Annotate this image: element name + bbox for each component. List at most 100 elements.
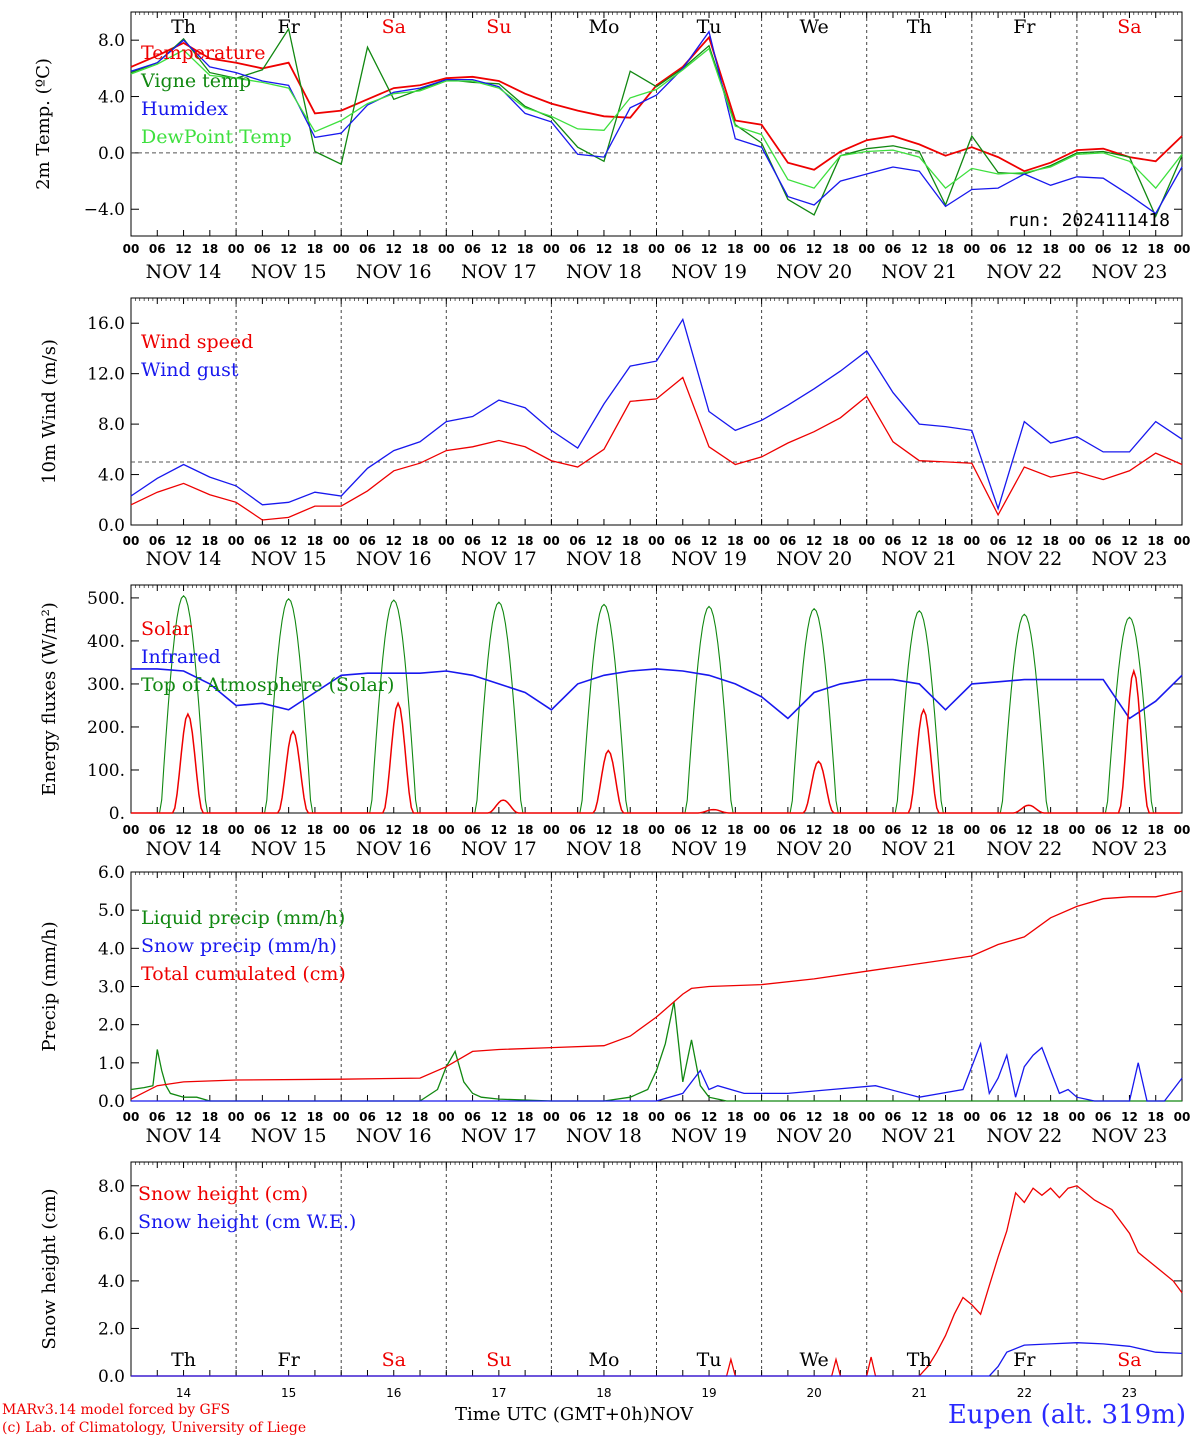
y-tick-label: 500.	[87, 589, 125, 609]
hour-tick-label: 12	[175, 534, 192, 548]
hour-tick-label: 18	[517, 534, 534, 548]
y-tick-label: 8.0	[98, 31, 125, 51]
hour-tick-label: 06	[885, 534, 902, 548]
hour-tick-label: 00	[543, 1110, 560, 1124]
hour-tick-label: 06	[885, 242, 902, 256]
hour-tick-label: 00	[1069, 1110, 1086, 1124]
legend-entry: Top of Atmosphere (Solar)	[141, 674, 394, 696]
hour-tick-label: 18	[1147, 1110, 1164, 1124]
hour-tick-label: 12	[701, 1110, 718, 1124]
hour-tick-label: 00	[228, 823, 245, 837]
y-tick-label: 200.	[87, 718, 125, 738]
hour-tick-label: 00	[963, 534, 980, 548]
hour-tick-label: 18	[412, 1110, 429, 1124]
y-tick-label: 400.	[87, 632, 125, 652]
legend-entry: Snow height (cm W.E.)	[138, 1211, 356, 1233]
date-label: NOV 17	[461, 548, 537, 570]
y-tick-label: 4.0	[98, 939, 125, 959]
hour-tick-label: 06	[674, 1110, 691, 1124]
day-number-label: 14	[176, 1386, 191, 1400]
hour-tick-label: 18	[1147, 823, 1164, 837]
legend-entry: Liquid precip (mm/h)	[141, 907, 345, 929]
hour-tick-label: 00	[1174, 1110, 1191, 1124]
hour-tick-label: 18	[937, 242, 954, 256]
hour-tick-label: 12	[1121, 242, 1138, 256]
date-label: NOV 23	[1092, 261, 1168, 283]
hour-tick-label: 12	[280, 534, 297, 548]
y-tick-label: 0.0	[98, 144, 125, 164]
day-number-label: 21	[912, 1386, 927, 1400]
hour-tick-label: 18	[1042, 823, 1059, 837]
date-label: NOV 15	[251, 838, 327, 860]
day-name-label: Th	[171, 16, 196, 38]
hour-tick-label: 18	[307, 1110, 324, 1124]
hour-tick-label: 06	[254, 1110, 271, 1124]
hour-tick-label: 12	[175, 242, 192, 256]
y-tick-label: 300.	[87, 675, 125, 695]
hour-tick-label: 00	[963, 1110, 980, 1124]
legend-entry: Temperature	[141, 42, 265, 64]
y-axis-title: 10m Wind (m/s)	[39, 339, 60, 484]
hour-tick-label: 12	[701, 242, 718, 256]
date-label: NOV 16	[356, 261, 432, 283]
hour-tick-label: 06	[464, 1110, 481, 1124]
hour-tick-label: 00	[123, 823, 140, 837]
day-name-label: Tu	[697, 1349, 722, 1371]
legend-entry: Snow height (cm)	[138, 1183, 308, 1205]
legend-entry: Total cumulated (cm)	[141, 963, 346, 985]
date-label: NOV 14	[146, 838, 222, 860]
hour-tick-label: 12	[280, 823, 297, 837]
hour-tick-label: 06	[149, 534, 166, 548]
hour-tick-label: 00	[648, 1110, 665, 1124]
day-name-label: Th	[907, 16, 932, 38]
hour-tick-label: 18	[201, 1110, 218, 1124]
y-tick-label: 6.0	[98, 863, 125, 883]
chart-panel-4: 6.0 5.0 4.0 3.0 2.0 1.0 0.0 Precip (mm/h) Liquid…	[39, 863, 1190, 1147]
hour-tick-label: 00	[1174, 823, 1191, 837]
hour-tick-label: 18	[622, 242, 639, 256]
hour-tick-label: 12	[1121, 823, 1138, 837]
hour-tick-label: 12	[911, 823, 928, 837]
hour-tick-label: 18	[517, 242, 534, 256]
hour-tick-label: 00	[228, 1110, 245, 1124]
day-name-label: Sa	[382, 16, 406, 38]
hour-tick-label: 06	[990, 823, 1007, 837]
hour-tick-label: 06	[1095, 242, 1112, 256]
hour-tick-label: 00	[333, 823, 350, 837]
hour-tick-label: 12	[911, 534, 928, 548]
hour-tick-label: 00	[1174, 242, 1191, 256]
series-snow-height-cm-w-e-	[131, 1342, 1183, 1377]
series-top-of-atmosphere	[131, 594, 1180, 814]
y-tick-label: 2.0	[98, 1319, 125, 1339]
hour-tick-label: 00	[123, 534, 140, 548]
hour-tick-label: 06	[1095, 823, 1112, 837]
hour-tick-label: 06	[780, 823, 797, 837]
hour-tick-label: 18	[937, 1110, 954, 1124]
hour-tick-label: 00	[543, 823, 560, 837]
y-tick-label: 12.0	[87, 365, 125, 385]
month-label-text: NOV	[649, 1404, 694, 1425]
y-tick-label: 0.0	[98, 516, 125, 536]
hour-tick-label: 00	[753, 1110, 770, 1124]
day-number-label: 23	[1122, 1386, 1137, 1400]
hour-tick-label: 18	[622, 534, 639, 548]
series-solar	[131, 668, 1180, 814]
hour-tick-label: 00	[333, 1110, 350, 1124]
date-label: NOV 18	[566, 548, 642, 570]
date-label: NOV 21	[881, 1125, 957, 1147]
hour-tick-label: 18	[412, 823, 429, 837]
date-label: NOV 14	[146, 261, 222, 283]
hour-tick-label: 00	[543, 534, 560, 548]
date-label: NOV 16	[356, 838, 432, 860]
hour-tick-label: 06	[885, 823, 902, 837]
day-name-label: Mo	[588, 16, 619, 38]
hour-tick-label: 12	[596, 242, 613, 256]
hour-tick-label: 12	[1016, 1110, 1033, 1124]
hour-tick-label: 18	[307, 242, 324, 256]
hour-tick-label: 18	[201, 823, 218, 837]
hour-tick-label: 06	[254, 534, 271, 548]
hour-tick-label: 18	[622, 1110, 639, 1124]
hour-tick-label: 06	[569, 1110, 586, 1124]
date-label: NOV 17	[461, 838, 537, 860]
legend-entry: Humidex	[141, 98, 228, 120]
